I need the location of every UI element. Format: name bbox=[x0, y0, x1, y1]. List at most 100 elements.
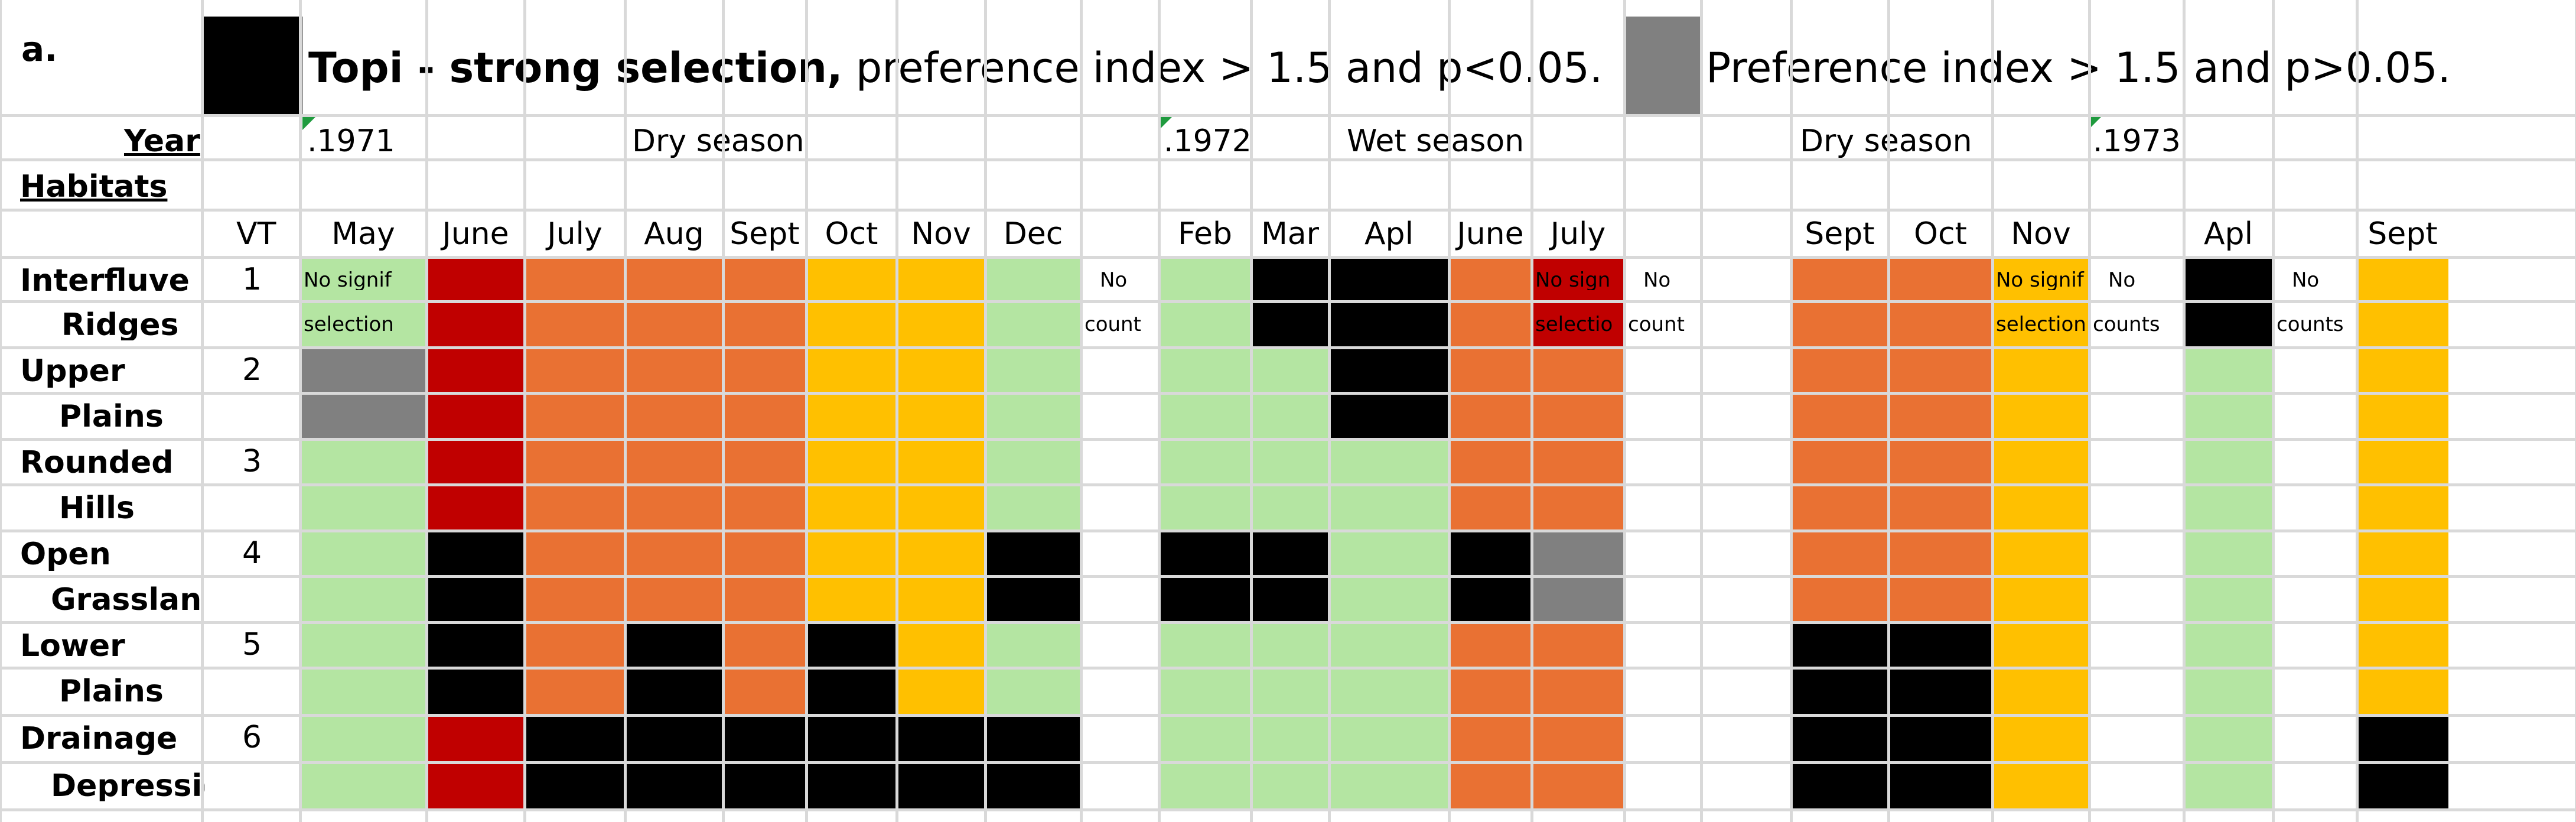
selection-cell-yellow bbox=[2357, 622, 2448, 668]
selection-cell-green bbox=[985, 393, 1081, 439]
selection-cell-yellow bbox=[1992, 347, 2089, 393]
selection-cell-yellow bbox=[806, 347, 897, 393]
gridline-horizontal bbox=[0, 575, 2576, 578]
selection-cell-yellow bbox=[897, 531, 985, 576]
selection-cell-yellow bbox=[1992, 576, 2089, 622]
selection-cell-orange bbox=[1532, 715, 1624, 762]
selection-cell-yellow bbox=[2357, 301, 2448, 347]
selection-cell-strong bbox=[806, 715, 897, 762]
selection-cell-yellow bbox=[2357, 531, 2448, 576]
selection-cell-orange bbox=[1449, 393, 1532, 439]
selection-cell-orange bbox=[1532, 668, 1624, 715]
selection-cell-strong bbox=[1888, 715, 1992, 762]
gridline-vertical bbox=[0, 0, 2, 822]
selection-cell-orange bbox=[723, 347, 806, 393]
month-header: Sept bbox=[1805, 216, 1875, 252]
selection-cell-strong bbox=[1159, 531, 1251, 576]
selection-cell-orange bbox=[1449, 439, 1532, 485]
grid-note: No bbox=[1643, 270, 1671, 290]
habitat-name-line2: Plains bbox=[59, 401, 164, 432]
selection-cell-orange bbox=[723, 439, 806, 485]
selection-cell-orange bbox=[625, 576, 723, 622]
season-dry-1972: Dry season bbox=[1800, 124, 1972, 159]
selection-cell-strong bbox=[723, 762, 806, 810]
selection-cell-red bbox=[426, 715, 525, 762]
selection-cell-weak bbox=[1532, 576, 1624, 622]
selection-cell-strong bbox=[2184, 257, 2273, 301]
selection-cell-strong bbox=[1251, 531, 1329, 576]
legend-swatch-weak bbox=[1623, 17, 1701, 116]
gridline-vertical bbox=[722, 0, 725, 822]
selection-cell-green bbox=[1329, 576, 1449, 622]
selection-cell-yellow bbox=[2357, 257, 2448, 301]
selection-cell-green bbox=[1159, 668, 1251, 715]
month-header: July bbox=[547, 216, 603, 252]
selection-cell-orange bbox=[525, 622, 625, 668]
selection-cell-green bbox=[985, 439, 1081, 485]
gridline-horizontal bbox=[0, 209, 2576, 212]
selection-cell-orange bbox=[723, 622, 806, 668]
gridline-vertical bbox=[1250, 0, 1253, 822]
selection-cell-orange bbox=[1449, 347, 1532, 393]
selection-cell-strong bbox=[426, 576, 525, 622]
selection-cell-strong bbox=[806, 762, 897, 810]
selection-cell-orange bbox=[1449, 622, 1532, 668]
selection-cell-yellow bbox=[806, 531, 897, 576]
grid-note: selectio bbox=[1535, 314, 1613, 334]
selection-cell-strong bbox=[426, 531, 525, 576]
selection-cell-green bbox=[300, 257, 426, 301]
selection-cell-yellow bbox=[897, 576, 985, 622]
selection-cell-orange bbox=[625, 301, 723, 347]
habitat-name-line1: Rounded bbox=[20, 445, 174, 480]
selection-cell-orange bbox=[1791, 301, 1888, 347]
selection-cell-green bbox=[1159, 762, 1251, 810]
selection-cell-strong bbox=[1251, 576, 1329, 622]
selection-cell-orange bbox=[625, 257, 723, 301]
selection-cell-yellow bbox=[897, 485, 985, 531]
selection-cell-orange bbox=[525, 668, 625, 715]
selection-cell-yellow bbox=[1992, 301, 2089, 347]
gridline-vertical bbox=[2575, 0, 2576, 822]
grid-note: No signif bbox=[1996, 270, 2084, 290]
habitat-name-line2: Ridges bbox=[61, 310, 179, 340]
month-header: May bbox=[331, 216, 395, 252]
selection-cell-orange bbox=[1532, 393, 1624, 439]
selection-cell-green bbox=[985, 485, 1081, 531]
selection-cell-green bbox=[1251, 622, 1329, 668]
month-header: June bbox=[1457, 216, 1524, 252]
selection-cell-green bbox=[2184, 576, 2273, 622]
gridline-vertical bbox=[895, 0, 898, 822]
selection-cell-orange bbox=[525, 485, 625, 531]
month-header: Nov bbox=[911, 216, 971, 252]
gridline-vertical bbox=[1328, 0, 1331, 822]
year-label: Year bbox=[124, 124, 200, 159]
selection-cell-green bbox=[2184, 622, 2273, 668]
selection-cell-red bbox=[426, 485, 525, 531]
vt-label: VT bbox=[236, 216, 276, 252]
selection-cell-strong bbox=[625, 762, 723, 810]
selection-cell-strong bbox=[897, 715, 985, 762]
gridline-vertical bbox=[1158, 0, 1161, 822]
selection-cell-green bbox=[2184, 347, 2273, 393]
selection-cell-orange bbox=[723, 393, 806, 439]
selection-cell-yellow bbox=[897, 301, 985, 347]
selection-cell-green bbox=[1251, 485, 1329, 531]
grid-note: counts bbox=[2277, 314, 2344, 334]
gridline-vertical bbox=[299, 0, 302, 822]
month-header: Aug bbox=[644, 216, 704, 252]
gridline-horizontal bbox=[0, 392, 2576, 395]
selection-cell-green bbox=[300, 668, 426, 715]
grid-note: No bbox=[2108, 270, 2136, 290]
gridline-vertical bbox=[624, 0, 627, 822]
selection-cell-orange bbox=[1888, 393, 1992, 439]
habitat-name-line2: Depressions bbox=[51, 771, 204, 801]
selection-cell-orange bbox=[1532, 347, 1624, 393]
selection-cell-strong bbox=[1888, 668, 1992, 715]
selection-cell-yellow bbox=[2357, 347, 2448, 393]
selection-cell-green bbox=[1251, 393, 1329, 439]
selection-cell-orange bbox=[1888, 301, 1992, 347]
selection-cell-orange bbox=[525, 576, 625, 622]
gridline-horizontal bbox=[0, 158, 2576, 161]
selection-cell-orange bbox=[1449, 762, 1532, 810]
